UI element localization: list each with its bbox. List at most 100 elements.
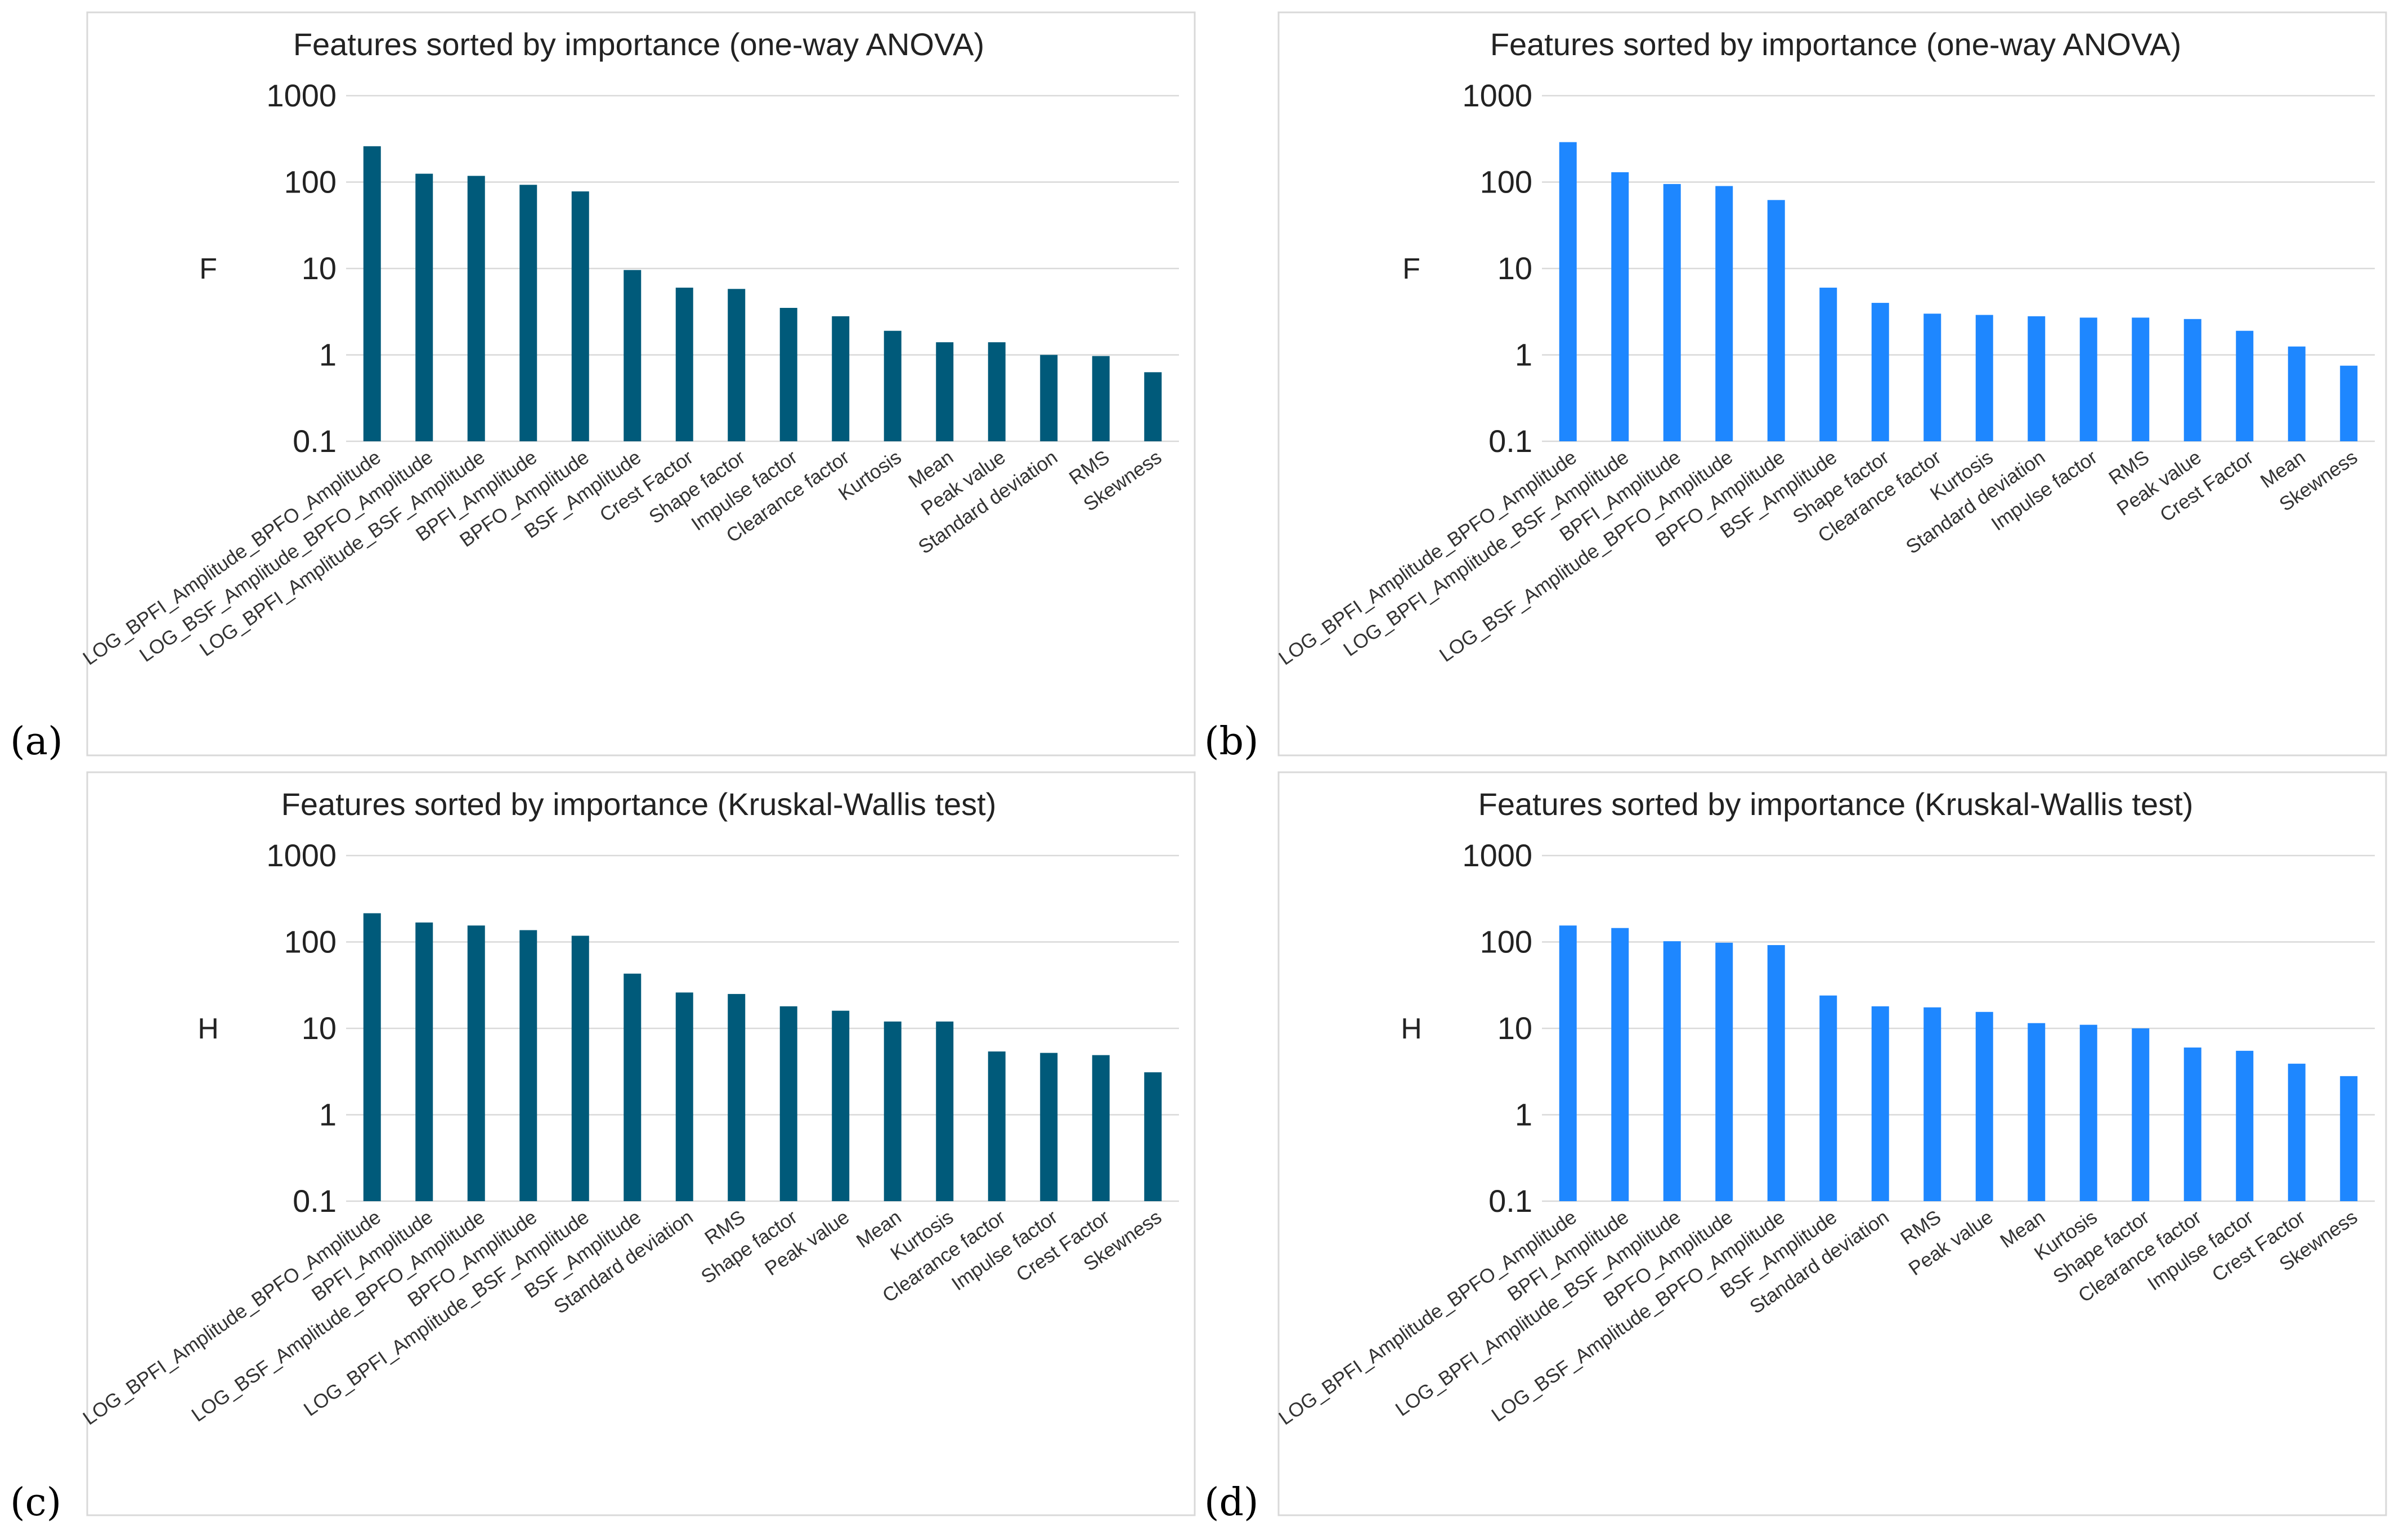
bar	[988, 342, 1006, 441]
y-tick-label: 10	[302, 250, 337, 286]
y-tick-label: 0.1	[1488, 423, 1532, 459]
bar	[675, 992, 693, 1201]
bar	[1144, 372, 1162, 441]
bar	[884, 330, 902, 441]
y-axis-label: F	[199, 253, 217, 285]
bar	[1663, 941, 1681, 1201]
bar	[1715, 186, 1733, 441]
bar	[2183, 319, 2201, 441]
bar	[675, 288, 693, 441]
y-tick-label: 0.1	[293, 423, 337, 459]
y-tick-label: 100	[1480, 164, 1532, 200]
y-tick-label: 1	[1515, 1097, 1532, 1132]
panel-label: (d)	[1204, 1480, 1259, 1525]
bar	[415, 922, 433, 1201]
bar	[624, 270, 642, 441]
bar	[571, 191, 589, 441]
bar	[1923, 1007, 1941, 1201]
bar	[2132, 1028, 2150, 1201]
chart-title: Features sorted by importance (Kruskal-W…	[1478, 786, 2194, 822]
bar	[988, 1051, 1006, 1201]
panel-label: (b)	[1204, 719, 1259, 764]
bar	[1040, 355, 1058, 441]
y-tick-label: 1	[319, 337, 337, 373]
bar	[2183, 1047, 2201, 1201]
y-tick-label: 1000	[266, 78, 337, 113]
bar	[1092, 356, 1110, 441]
chart-title: Features sorted by importance (one-way A…	[293, 26, 984, 62]
y-tick-label: 1	[1515, 337, 1532, 373]
chart-panel-3: Features sorted by importance (Kruskal-W…	[10, 771, 1196, 1525]
bar	[832, 1010, 850, 1201]
bar	[519, 930, 537, 1201]
bar	[2236, 330, 2254, 441]
bar	[2340, 1076, 2358, 1201]
bar	[1975, 315, 1993, 441]
panel-label: (a)	[10, 719, 63, 764]
y-tick-label: 0.1	[293, 1183, 337, 1219]
y-tick-label: 1000	[1462, 78, 1532, 113]
bar	[936, 342, 954, 441]
bar	[832, 316, 850, 441]
bar	[571, 935, 589, 1201]
y-tick-label: 1000	[266, 838, 337, 873]
bar	[415, 173, 433, 441]
y-axis-label: H	[1401, 1013, 1422, 1045]
bar	[1715, 942, 1733, 1201]
bar	[1611, 928, 1629, 1201]
y-axis-label: H	[198, 1013, 219, 1045]
bar	[1144, 1072, 1162, 1201]
y-tick-label: 10	[1497, 250, 1532, 286]
chart-title: Features sorted by importance (Kruskal-W…	[281, 786, 997, 822]
bar	[2028, 316, 2046, 441]
y-tick-label: 10	[302, 1010, 337, 1046]
bar	[467, 925, 485, 1201]
bar	[1819, 288, 1837, 441]
bar	[1923, 314, 1941, 441]
bar	[2079, 1024, 2097, 1201]
bar	[1871, 1006, 1889, 1201]
bar	[467, 176, 485, 441]
y-tick-label: 100	[284, 924, 337, 960]
bar	[363, 913, 381, 1201]
bar	[936, 1021, 954, 1201]
y-tick-label: 10	[1497, 1010, 1532, 1046]
y-tick-label: 0.1	[1488, 1183, 1532, 1219]
bar	[1871, 303, 1889, 441]
bar	[728, 993, 746, 1201]
bar	[2340, 365, 2358, 441]
bar	[1975, 1011, 1993, 1201]
y-tick-label: 1	[319, 1097, 337, 1132]
y-tick-label: 1000	[1462, 838, 1532, 873]
bar	[728, 289, 746, 441]
bar	[884, 1021, 902, 1201]
bar	[2288, 1063, 2306, 1201]
y-tick-label: 100	[284, 164, 337, 200]
bar	[1767, 200, 1785, 441]
bar	[779, 307, 797, 441]
bar	[1559, 142, 1577, 441]
chart-title: Features sorted by importance (one-way A…	[1490, 26, 2181, 62]
bar	[2288, 346, 2306, 441]
bar	[363, 146, 381, 441]
bar	[624, 973, 642, 1201]
bar	[519, 185, 537, 441]
chart-panel-1: Features sorted by importance (one-way A…	[10, 11, 1196, 764]
panel-label: (c)	[10, 1480, 61, 1525]
bar	[1611, 172, 1629, 441]
y-axis-label: F	[1402, 253, 1420, 285]
bar	[1663, 183, 1681, 441]
bar	[779, 1006, 797, 1201]
bar	[2028, 1023, 2046, 1201]
bar	[1040, 1053, 1058, 1201]
bar	[2236, 1050, 2254, 1201]
bar	[2079, 317, 2097, 441]
chart-panel-2: Features sorted by importance (one-way A…	[1204, 11, 2387, 764]
bar	[1767, 945, 1785, 1201]
bar	[1559, 925, 1577, 1201]
bar	[1092, 1055, 1110, 1201]
y-tick-label: 100	[1480, 924, 1532, 960]
bar	[1819, 995, 1837, 1201]
bar	[2132, 317, 2150, 441]
